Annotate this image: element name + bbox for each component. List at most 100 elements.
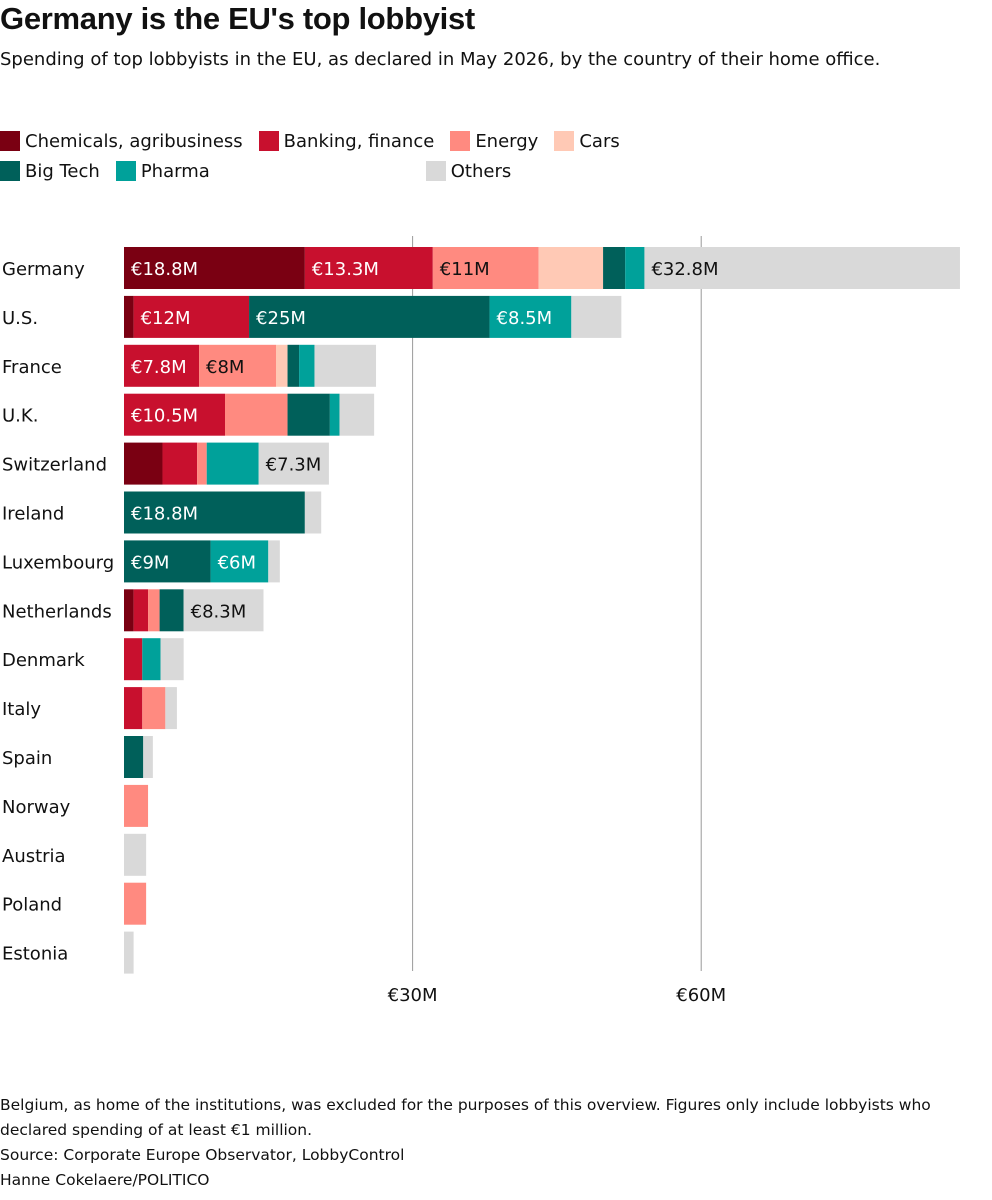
bar-france-pharma <box>299 344 315 387</box>
bar-poland-energy <box>124 882 147 925</box>
bar-ireland-others <box>304 491 322 534</box>
legend-label-energy: Energy <box>475 130 539 152</box>
footer: Belgium, as home of the institutions, wa… <box>0 1093 980 1193</box>
bar-germany-chemicals-agribusiness <box>124 247 305 289</box>
category-label-austria: Austria <box>2 846 66 867</box>
chart-title: Germany is the EU's top lobbyist <box>0 1 475 36</box>
legend-item-big-tech: Big Tech <box>0 159 100 183</box>
legend-swatch-pharma <box>115 161 136 181</box>
value-labels: €18.8M €13.3M €11M €32.8M €12M €25M €8.5M €7.8M… <box>131 259 719 622</box>
category-label-ireland: Ireland <box>2 504 64 525</box>
legend-label-big-tech: Big Tech <box>25 160 100 182</box>
legend-item-cars: Cars <box>554 129 620 153</box>
x-tick-60m: €60M <box>676 985 726 1006</box>
legend-label-others: Others <box>450 160 512 182</box>
category-label-spain: Spain <box>2 748 52 769</box>
legend-swatch-cars <box>554 131 575 151</box>
bar-france-big-tech <box>287 344 300 387</box>
legend-item-pharma: Pharma <box>115 159 210 183</box>
bar-denmark-banking-finance <box>124 638 143 681</box>
legend-swatch-chemicals <box>0 131 20 151</box>
legend-item-others: Others <box>425 159 512 183</box>
x-axis-ticks: €30M €60M <box>388 985 726 1006</box>
bar-switzerland-chemicals-agribusiness <box>124 442 163 485</box>
legend-label-banking: Banking, finance <box>283 130 435 152</box>
value-label-germany-others: €32.8M <box>651 259 718 280</box>
bar-netherlands-energy <box>148 589 160 632</box>
bar-france-others <box>314 344 377 387</box>
bar-u-k-others <box>339 393 375 436</box>
bar-austria-others <box>124 833 147 876</box>
category-label-luxembourg: Luxembourg <box>2 552 114 573</box>
value-label-luxembourg-big-tech: €9M <box>131 552 169 573</box>
bar-switzerland-energy <box>197 442 207 485</box>
bars <box>124 247 960 974</box>
category-label-switzerland: Switzerland <box>2 455 107 476</box>
category-label-netherlands: Netherlands <box>2 601 112 622</box>
value-label-u-s-pharma: €8.5M <box>497 308 553 329</box>
bar-ireland-big-tech <box>124 491 305 534</box>
bar-germany-energy <box>432 247 539 289</box>
bar-u-k-big-tech <box>287 393 330 436</box>
value-label-switzerland-others: €7.3M <box>266 455 322 476</box>
category-label-germany: Germany <box>2 259 85 280</box>
legend-item-energy: Energy <box>450 129 538 153</box>
bar-norway-energy <box>124 784 149 827</box>
credit-line: Hanne Cokelaere/POLITICO <box>0 1171 210 1189</box>
bar-germany-others <box>644 247 960 289</box>
value-label-luxembourg-pharma: €6M <box>218 552 256 573</box>
bar-france-energy <box>199 344 276 387</box>
legend: Chemicals, agribusiness Banking, finance… <box>0 129 640 183</box>
bar-u-k-energy <box>225 393 288 436</box>
bar-denmark-others <box>160 638 184 681</box>
bar-germany-banking-finance <box>304 247 433 289</box>
bar-netherlands-big-tech <box>159 589 184 632</box>
bar-estonia-others <box>124 931 134 974</box>
legend-item-banking: Banking, finance <box>258 129 435 153</box>
value-label-u-s-banking-finance: €12M <box>141 308 191 329</box>
bar-u-k-banking-finance <box>124 393 226 436</box>
legend-label-cars: Cars <box>579 130 620 152</box>
category-label-u-s: U.S. <box>2 308 38 329</box>
footnote: Belgium, as home of the institutions, wa… <box>0 1096 931 1139</box>
bar-switzerland-pharma <box>206 442 259 485</box>
value-label-u-s-big-tech: €25M <box>256 308 306 329</box>
bar-u-s-chemicals-agribusiness <box>124 295 134 338</box>
legend-label-pharma: Pharma <box>140 160 210 182</box>
category-labels: Germany U.S. France U.K. Switzerland Ireland L… <box>2 259 114 965</box>
bar-luxembourg-others <box>268 540 280 583</box>
value-label-u-k-banking-finance: €10.5M <box>131 406 198 427</box>
bar-italy-banking-finance <box>124 687 143 730</box>
value-label-netherlands-others: €8.3M <box>191 601 247 622</box>
bar-germany-big-tech <box>603 247 626 289</box>
legend-item-chemicals: Chemicals, agribusiness <box>0 129 243 153</box>
bar-luxembourg-pharma <box>210 540 269 583</box>
value-label-germany-energy: €11M <box>440 259 490 280</box>
bar-spain-others <box>143 736 153 778</box>
bar-netherlands-others <box>183 589 264 632</box>
bar-netherlands-chemicals-agribusiness <box>124 589 134 632</box>
value-label-france-energy: €8M <box>206 357 244 378</box>
bar-france-banking-finance <box>124 344 200 387</box>
legend-swatch-big-tech <box>0 161 20 181</box>
category-label-france: France <box>2 357 62 378</box>
category-label-norway: Norway <box>2 797 71 818</box>
x-tick-30m: €30M <box>388 985 438 1006</box>
bar-luxembourg-big-tech <box>124 540 211 583</box>
legend-swatch-others <box>425 161 446 181</box>
bar-switzerland-others <box>258 442 329 485</box>
bar-u-s-big-tech <box>249 295 490 338</box>
bar-denmark-pharma <box>142 638 161 681</box>
bar-u-k-pharma <box>329 393 340 436</box>
legend-swatch-banking <box>258 131 279 151</box>
bar-germany-cars <box>538 247 604 289</box>
bar-netherlands-banking-finance <box>133 589 149 632</box>
legend-label-chemicals: Chemicals, agribusiness <box>25 130 243 152</box>
bar-germany-pharma <box>625 247 645 289</box>
bar-italy-energy <box>142 687 166 730</box>
category-label-u-k: U.K. <box>2 406 38 427</box>
value-label-germany-chemicals-agribusiness: €18.8M <box>131 259 198 280</box>
value-label-france-banking-finance: €7.8M <box>131 357 187 378</box>
bar-u-s-banking-finance <box>133 295 250 338</box>
category-label-poland: Poland <box>2 895 62 916</box>
